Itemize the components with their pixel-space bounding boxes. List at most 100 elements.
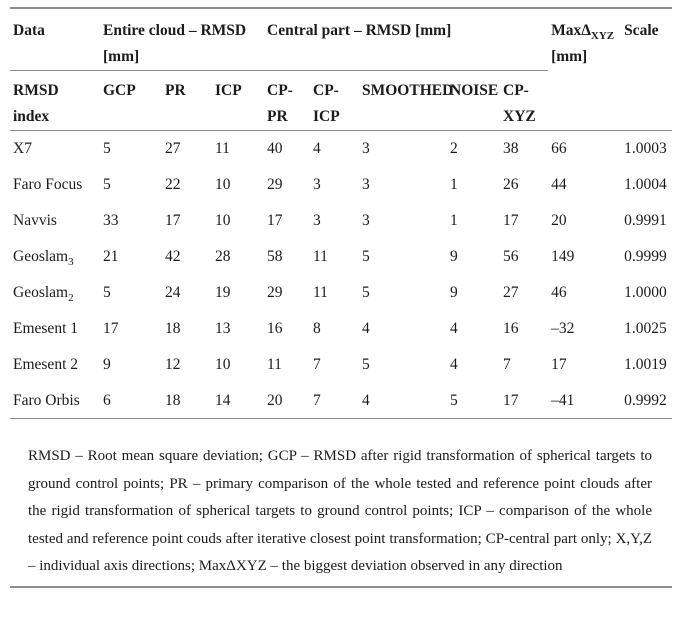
- table-row: Geoslam3 21 42 28 58 11 5 9 56 149 0.9999: [10, 239, 672, 275]
- value-cell: 0.9992: [621, 382, 673, 419]
- value-cell: 7: [503, 355, 511, 373]
- col-group-max-delta: MaxΔXYZ [mm]: [548, 8, 621, 71]
- value-cell: 22: [165, 175, 181, 193]
- row-label: Navvis: [10, 203, 100, 239]
- value-cell: 19: [215, 283, 231, 301]
- row-label-text: Emesent 1: [13, 319, 78, 337]
- table-row: Emesent 1 17 18 13 16 8 4 4 16 –32 1.0025: [10, 311, 672, 347]
- col-header-cp-pr: CP- PR: [264, 70, 310, 131]
- value-cell: 8: [313, 319, 321, 337]
- stub-label-line1: RMSD: [13, 82, 59, 99]
- value-cell: 18: [165, 319, 181, 337]
- col-header-noise: NOISE: [447, 70, 500, 131]
- value-cell: 46: [551, 283, 567, 301]
- value-cell: 7: [313, 355, 321, 373]
- col-header-text: NOISE: [450, 82, 499, 99]
- value-cell: 17: [503, 211, 519, 229]
- value-cell: 11: [313, 283, 328, 301]
- max-delta-subscript: XYZ: [590, 30, 615, 43]
- value-cell: 17: [165, 211, 181, 229]
- col-header-icp: ICP: [212, 70, 264, 131]
- table-row: Geoslam2 5 24 19 29 11 5 9 27 46 1.0000: [10, 275, 672, 311]
- value-cell: 16: [503, 319, 519, 337]
- value-cell: 149: [551, 247, 575, 265]
- col-group-scale: Scale: [621, 8, 672, 71]
- col-header-text: PR: [165, 82, 186, 99]
- value-cell: 1.0004: [624, 175, 667, 193]
- value-cell: 2: [450, 140, 458, 157]
- stub-label-line2: index: [13, 108, 50, 125]
- row-label-subscript: 2: [68, 291, 74, 304]
- value-cell: 4: [450, 355, 458, 373]
- value-cell: 5: [103, 175, 111, 193]
- value-cell: 18: [162, 382, 212, 419]
- table-footnote: RMSD – Root mean square deviation; GCP –…: [28, 448, 652, 574]
- col-header-empty-max: [548, 70, 622, 131]
- value-cell: 29: [267, 175, 283, 193]
- value-cell: 1.0019: [624, 355, 667, 373]
- value-cell: 20: [551, 211, 567, 229]
- group-scale-label: Scale: [624, 22, 659, 39]
- value-cell: 44: [551, 175, 567, 193]
- sub-header-row: RMSD index GCP PR ICP CP- PR: [10, 70, 673, 131]
- row-label: Emesent 2: [10, 347, 100, 383]
- group-central-label: Central part – RMSD [mm]: [267, 22, 452, 39]
- value-cell: –41: [548, 382, 622, 419]
- row-label-text: Emesent 2: [13, 355, 78, 373]
- value-cell: 27: [503, 283, 519, 301]
- results-table: Data Entire cloud – RMSD [mm] Central pa…: [10, 7, 673, 419]
- value-cell: 12: [165, 355, 181, 373]
- value-cell: 24: [165, 283, 181, 301]
- col-header-text: GCP: [103, 82, 136, 99]
- value-cell: 10: [215, 355, 231, 373]
- value-cell: 4: [362, 319, 370, 337]
- col-header-smoothed: SMOOTHED: [359, 70, 453, 131]
- value-cell: 5: [103, 140, 111, 157]
- value-cell: 5: [103, 283, 111, 301]
- value-cell: 5: [447, 382, 500, 419]
- group-entire-label-line2: [mm]: [103, 48, 140, 65]
- value-cell: 11: [267, 355, 282, 373]
- value-cell: 9: [450, 247, 458, 265]
- col-group-entire-cloud: Entire cloud – RMSD [mm]: [100, 8, 264, 71]
- table-row: Faro Orbis 6 18 14 20 7 4 5 17 –41 0.9992: [10, 382, 673, 419]
- value-cell: 56: [503, 247, 519, 265]
- table-body: X7 5 27 11 40 4 3 2 38 66 1.0003 Faro Focus 5 22 10 29 3…: [10, 131, 673, 419]
- row-label: Geoslam3: [10, 239, 100, 275]
- value-cell: 0.9991: [624, 211, 667, 229]
- value-cell: 1.0000: [624, 283, 667, 301]
- value-cell: 10: [215, 211, 231, 229]
- value-cell: 1: [450, 211, 458, 229]
- group-max-delta-unit: [mm]: [551, 48, 588, 65]
- col-header-empty-scale: [621, 70, 673, 131]
- row-label-text: X7: [13, 140, 32, 157]
- row-label: Geoslam2: [10, 275, 100, 311]
- col-header-text: XYZ: [503, 108, 536, 125]
- value-cell: 3: [313, 175, 321, 193]
- value-cell: 9: [450, 283, 458, 301]
- group-data-label: Data: [13, 22, 45, 39]
- value-cell: 1.0025: [624, 319, 667, 337]
- row-label-text: Faro Orbis: [13, 391, 80, 409]
- value-cell: 4: [450, 319, 458, 337]
- value-cell: 6: [100, 382, 162, 419]
- row-label: Faro Orbis: [10, 382, 100, 419]
- value-cell: 17: [500, 382, 549, 419]
- col-header-gcp: GCP: [100, 70, 162, 131]
- col-group-data: Data: [10, 8, 100, 71]
- group-max-delta-label: MaxΔXYZ: [551, 18, 621, 44]
- col-header-cp-xyz: CP- XYZ: [500, 70, 549, 131]
- col-group-central-part: Central part – RMSD [mm]: [264, 8, 549, 71]
- col-header-text: CP-: [267, 82, 293, 99]
- value-cell: 4: [313, 140, 321, 157]
- value-cell: 66: [551, 140, 567, 157]
- value-cell: 17: [103, 319, 119, 337]
- row-label-text: Geoslam: [13, 247, 69, 265]
- table-row: Navvis 33 17 10 17 3 3 1 17 20 0.9991: [10, 203, 672, 239]
- value-cell: 38: [503, 140, 519, 157]
- value-cell: 3: [362, 140, 370, 157]
- value-cell: 14: [212, 382, 264, 419]
- value-cell: 29: [267, 283, 283, 301]
- col-header-text: PR: [267, 108, 288, 125]
